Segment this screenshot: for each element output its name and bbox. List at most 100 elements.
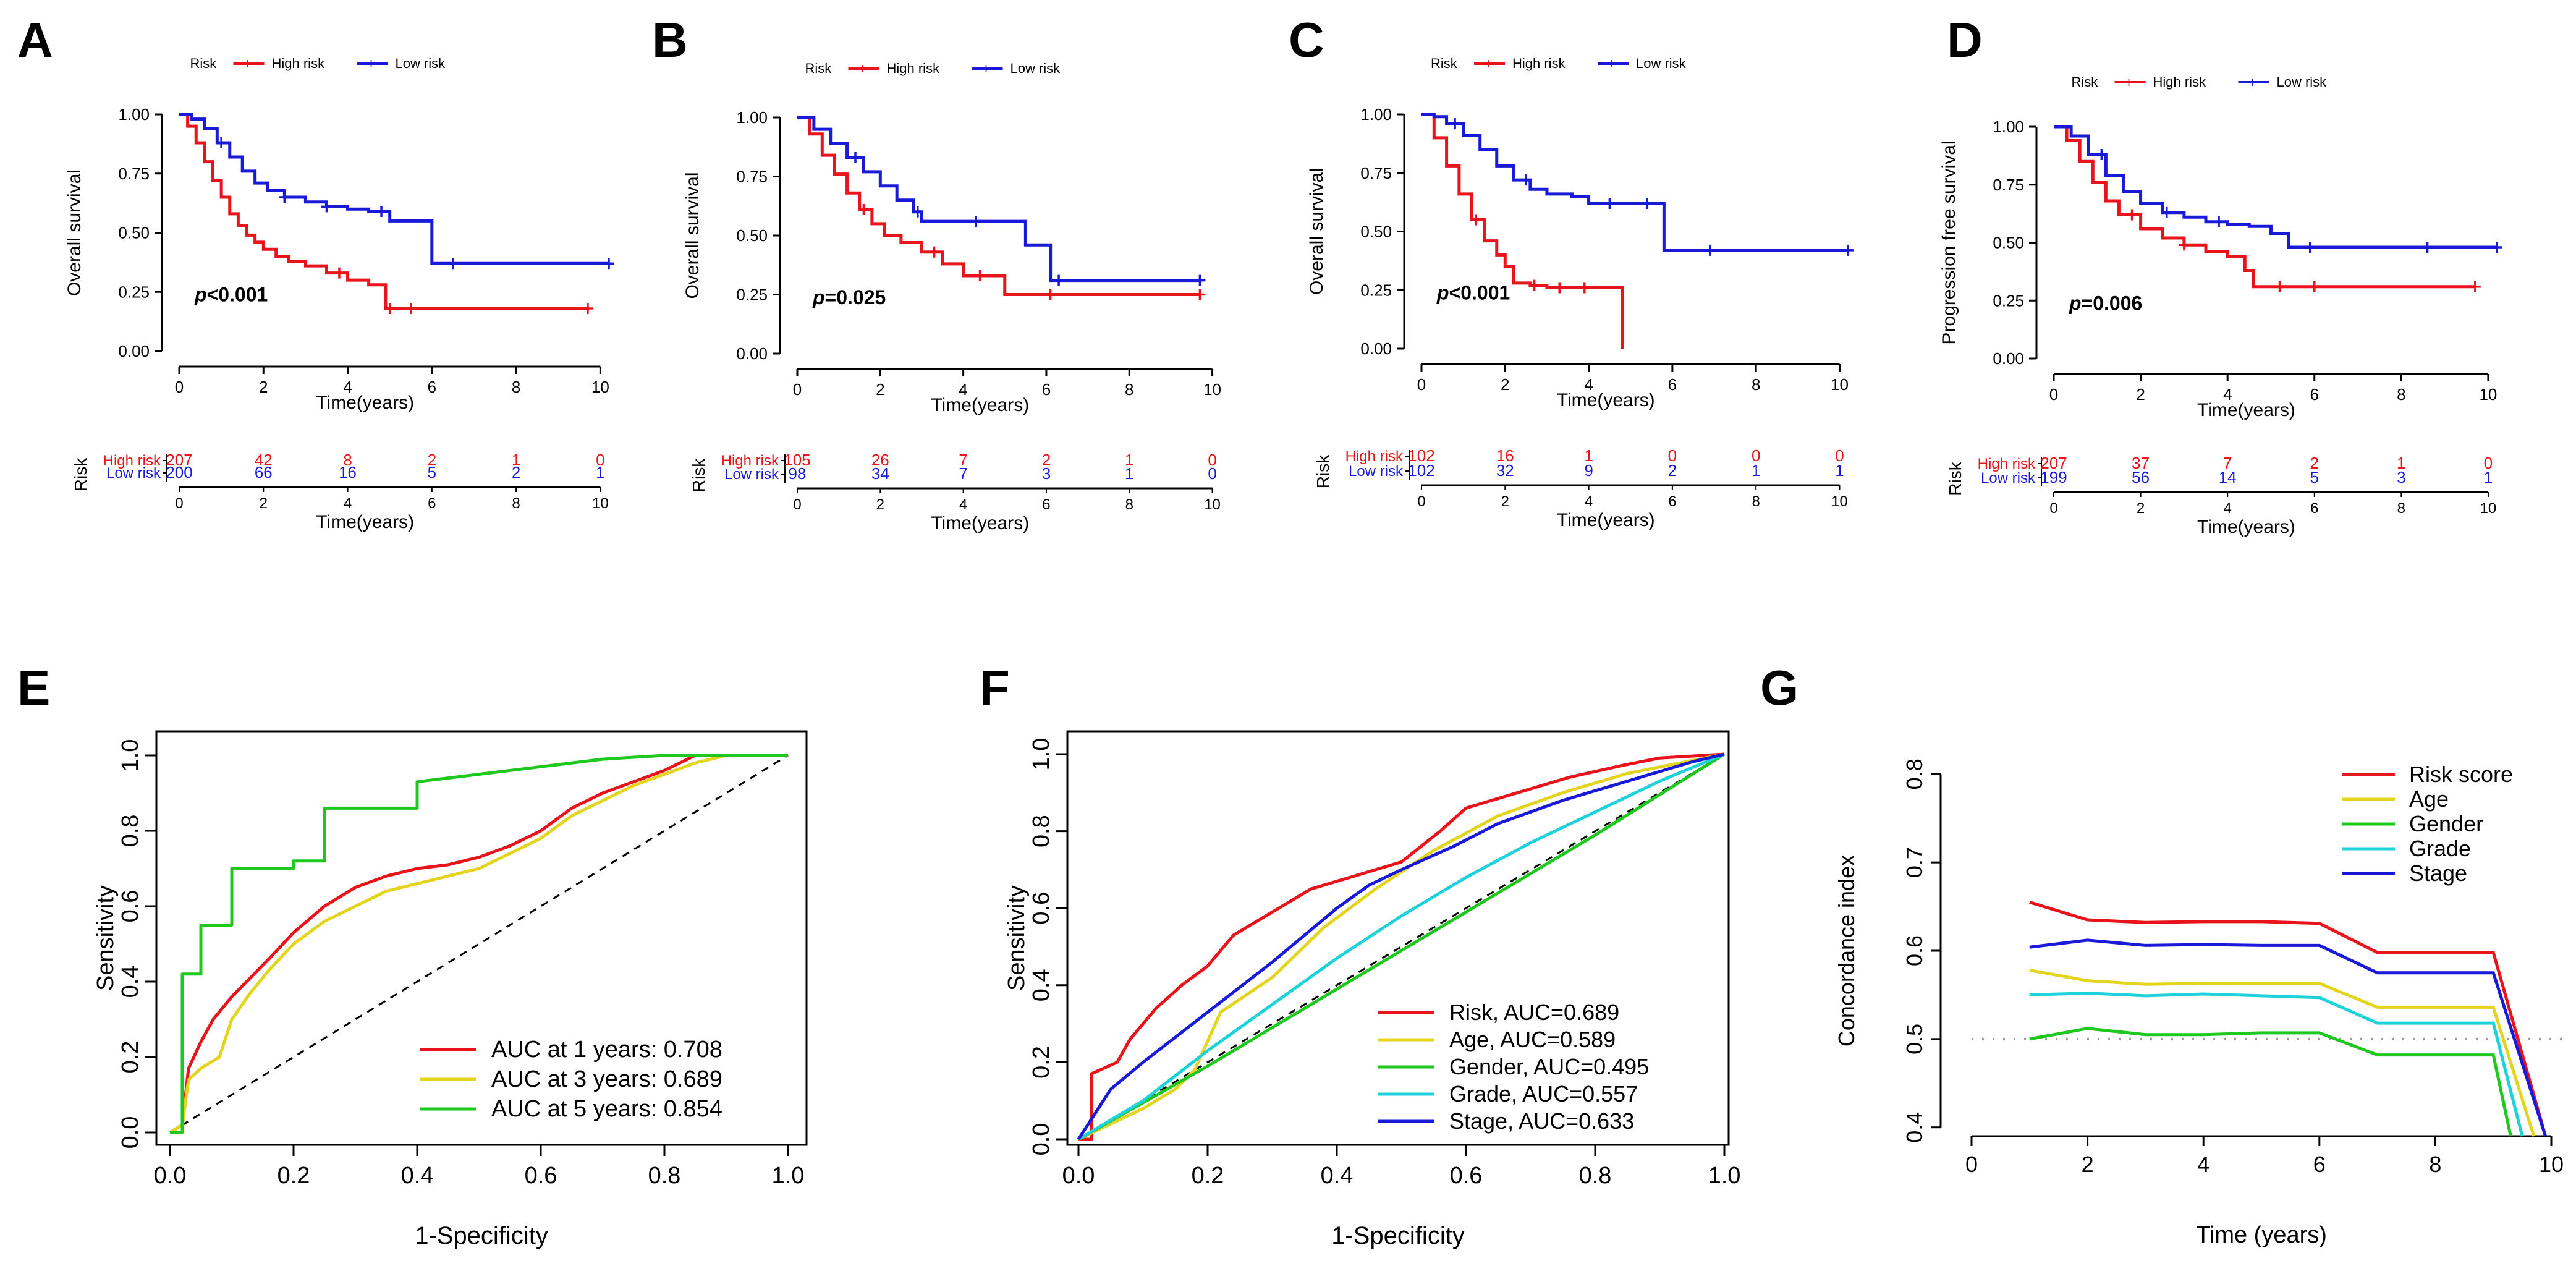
censor-mark	[216, 137, 227, 148]
censor-mark	[279, 192, 290, 203]
censor-mark	[333, 267, 345, 279]
km-curve-high-risk	[1421, 113, 1624, 349]
risk-table-title: Risk	[1313, 454, 1332, 488]
panel-a: A Risk + High risk + Low risk 0.00 0.25 0.50 0.75…	[17, 12, 614, 532]
legend: Risk + High risk + Low risk	[2072, 74, 2328, 91]
x-tick-label: 10	[2479, 385, 2497, 404]
risk-count: 102	[1408, 461, 1434, 480]
x-tick-label: 0.0	[154, 1163, 187, 1189]
x-tick-label: 8	[2429, 1152, 2441, 1177]
risk-count: 3	[1042, 464, 1051, 483]
x-tick-label: 6	[428, 378, 436, 396]
legend-censor-mark: +	[367, 56, 376, 72]
x-tick-label: 6	[1668, 375, 1677, 394]
y-tick-label: 0.8	[1028, 815, 1054, 848]
x-tick-label: 0.4	[1321, 1163, 1354, 1189]
risk-row-label: High risk	[103, 452, 161, 469]
y-axis-label: Sensitivity	[1004, 885, 1030, 991]
censor-mark	[1704, 244, 1716, 256]
panel-letter: F	[980, 660, 1010, 715]
x-tick-label: 4	[2197, 1152, 2210, 1177]
risk-count: 7	[2223, 454, 2232, 472]
censor-mark	[1053, 274, 1065, 286]
x-tick-label: 4	[2223, 385, 2232, 404]
y-tick-label: 1.0	[117, 739, 143, 772]
x-tick-label: 8	[1752, 375, 1760, 394]
legend-censor-mark: +	[2248, 74, 2257, 91]
censor-mark	[1044, 289, 1056, 300]
y-tick-label: 0.25	[736, 286, 768, 304]
x-tick-label: 2	[2082, 1152, 2094, 1177]
legend-label: Low risk	[2277, 74, 2328, 90]
risk-count: 207	[166, 451, 192, 469]
risk-count: 2	[2310, 454, 2319, 472]
panel-letter: B	[652, 12, 688, 67]
risk-table-x-tick-label: 6	[428, 495, 436, 512]
y-tick-label: 1.0	[1028, 738, 1054, 771]
axes: 0.00 0.25 0.50 0.75 1.00 0 2 4 6 8 10 Time(years) Ov…	[1307, 105, 1849, 410]
censor-mark	[2304, 242, 2316, 253]
x-tick-label: 4	[1584, 375, 1593, 394]
y-tick-label: 0.50	[118, 224, 150, 242]
risk-count: 0	[1668, 446, 1677, 465]
risk-table-x-label: Time(years)	[1557, 510, 1655, 530]
p-value-text: =0.025	[825, 286, 886, 308]
legend-title: Risk	[805, 61, 833, 76]
legend-label: Gender	[2409, 811, 2483, 836]
risk-table-x-tick-label: 6	[2310, 500, 2318, 517]
risk-count: 200	[166, 463, 192, 482]
x-tick-label: 6	[1042, 380, 1051, 399]
roc-curve-risk	[1078, 752, 1725, 1141]
risk-table-title: Risk	[1946, 461, 1965, 495]
y-tick-label: 0.50	[1360, 223, 1392, 241]
risk-table-x-tick-label: 4	[344, 495, 352, 512]
risk-table-x-tick-label: 2	[876, 496, 884, 513]
plot-box	[155, 730, 808, 1146]
censor-mark	[1842, 244, 1854, 256]
panel-letter: D	[1947, 12, 1983, 67]
censor-mark	[1528, 279, 1540, 291]
y-tick-label: 0.75	[1993, 176, 2024, 194]
axes: 0.00 0.25 0.50 0.75 1.00 0 2 4 6 8 10 Time(years) Ov…	[64, 105, 609, 413]
risk-count: 1	[2484, 468, 2493, 486]
risk-count: 1	[1125, 464, 1133, 483]
panel-d: D Risk + High risk + Low risk 0.00 0.25 0.50 0.75…	[1939, 12, 2502, 537]
legend-censor-mark: +	[244, 56, 252, 72]
risk-count: 105	[784, 451, 810, 469]
x-axis-label: Time(years)	[2197, 400, 2295, 420]
panel-f: F 0.0 0.2 0.4 0.6 0.8 1.0 0.0 0.2 0.4 0.6 0.8 1.0 1-S…	[980, 660, 1740, 1249]
risk-table-x-tick-label: 10	[1204, 496, 1221, 513]
legend-label: Low risk	[396, 56, 446, 71]
axes: 0.00 0.25 0.50 0.75 1.00 0 2 4 6 8 10 Time(years) Pr…	[1939, 117, 2497, 420]
risk-count: 2	[1668, 461, 1677, 480]
y-tick-label: 0.50	[736, 226, 768, 245]
cindex-line-age	[2029, 968, 2536, 1137]
risk-count: 37	[2132, 454, 2150, 472]
risk-table-x-tick-label: 0	[793, 496, 801, 513]
risk-row-label: High risk	[1345, 448, 1404, 465]
risk-count: 0	[1752, 446, 1760, 465]
y-tick-label: 0.00	[118, 342, 150, 360]
legend-label: AUC at 3 years: 0.689	[491, 1066, 722, 1092]
y-tick-label: 0.2	[117, 1041, 143, 1074]
risk-count: 0	[1208, 464, 1216, 483]
panel-letter: C	[1289, 12, 1324, 67]
risk-count: 1	[1125, 451, 1133, 469]
risk-count: 5	[2310, 468, 2319, 486]
censor-mark	[1604, 198, 1616, 210]
x-axis-label: Time(years)	[931, 395, 1029, 415]
censor-mark	[376, 206, 388, 218]
cindex-line-grade	[2029, 992, 2524, 1137]
y-tick-label: 0.8	[117, 815, 143, 848]
risk-table-x-tick-label: 2	[1501, 493, 1509, 510]
risk-row-label: Low risk	[1349, 463, 1404, 480]
risk-table-x-tick-label: 4	[959, 496, 967, 513]
risk-table-x-tick-label: 8	[1125, 496, 1133, 513]
legend: Risk + High risk + Low risk	[190, 56, 446, 72]
series-low-risk	[797, 116, 1206, 286]
censor-mark	[447, 258, 459, 270]
censor-mark	[1194, 274, 1206, 286]
x-axis-label: 1-Specificity	[415, 1222, 548, 1249]
